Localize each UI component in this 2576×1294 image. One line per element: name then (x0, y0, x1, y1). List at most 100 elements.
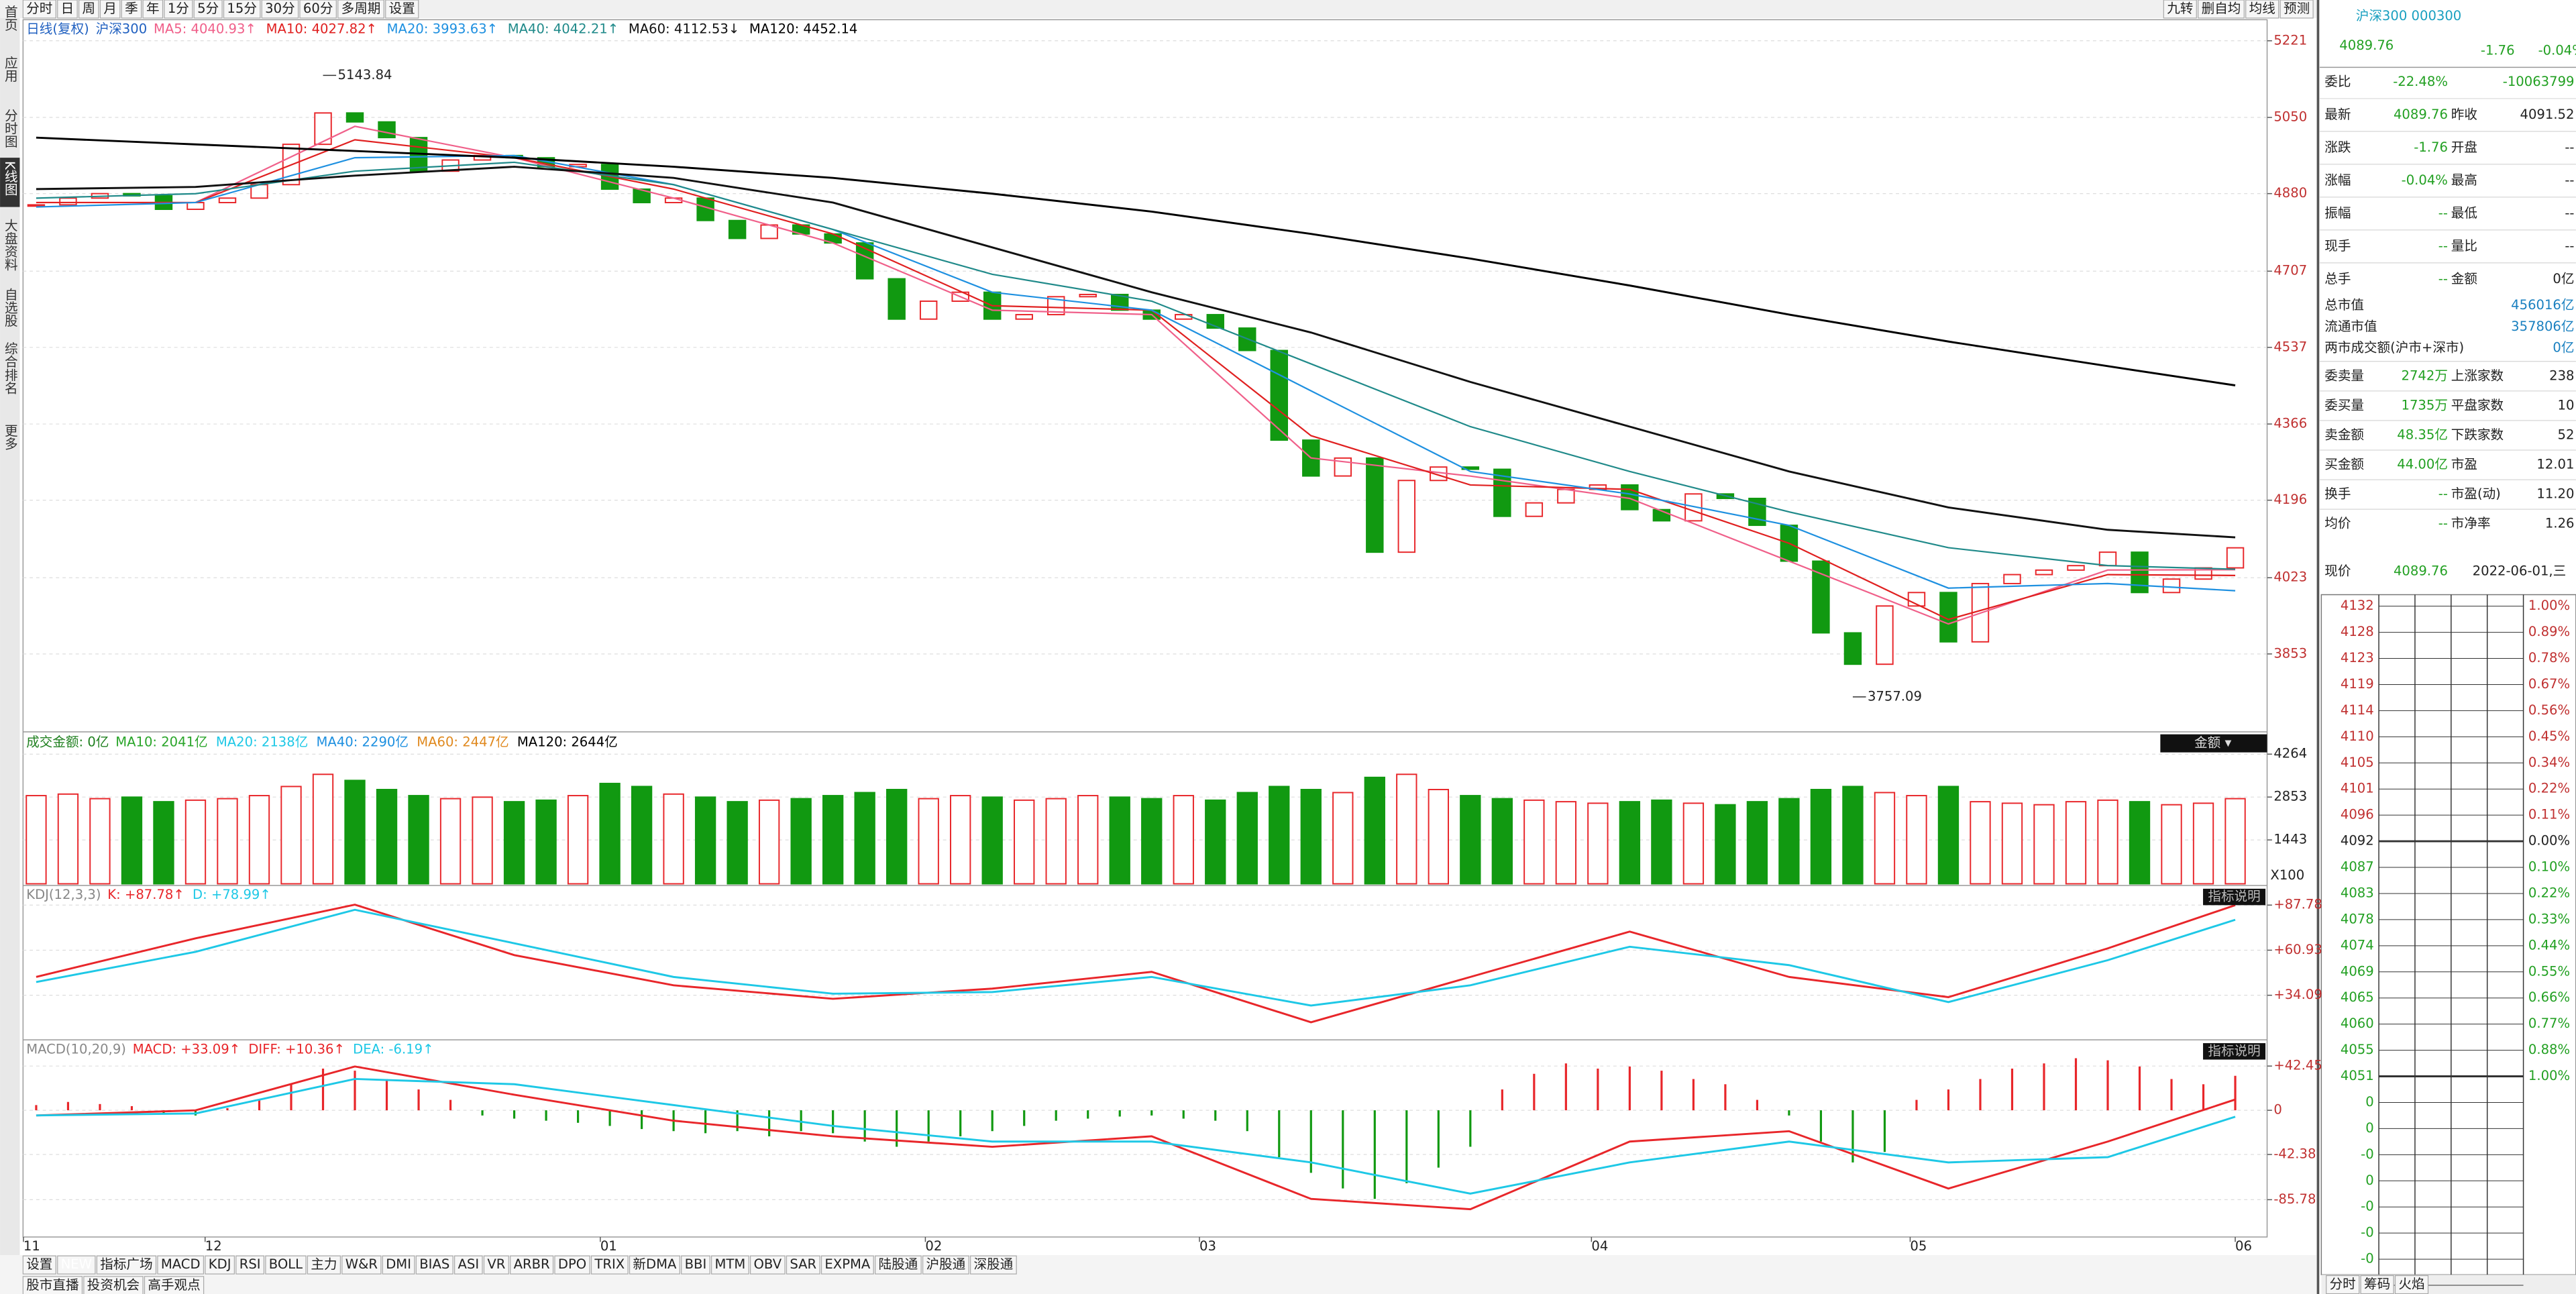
indicator-tab-bg[interactable] (820, 1255, 874, 1275)
toolbar-button-bg[interactable] (99, 0, 121, 19)
indicator-tab-bg[interactable] (710, 1255, 749, 1275)
indicator-tab[interactable]: 深股通 (974, 1256, 1014, 1272)
sidebar-item[interactable]: K线图 (2, 161, 17, 196)
toolbar-button-bg[interactable] (121, 0, 142, 19)
indicator-tab[interactable]: OBV (753, 1256, 782, 1272)
indicator-tab[interactable]: MTM (715, 1256, 746, 1272)
indicator-tab-bg[interactable] (205, 1255, 235, 1275)
sidebar-item[interactable]: 综合排名 (2, 341, 17, 394)
indicator-tab[interactable]: ARBR (514, 1256, 550, 1272)
indicator-tab[interactable]: NEW (61, 1256, 92, 1272)
indicator-tab-bg[interactable] (681, 1255, 710, 1275)
toolbar-button-bg[interactable] (2198, 0, 2245, 19)
indicator-tab[interactable]: VR (487, 1256, 505, 1272)
toolbar-button[interactable]: 季 (125, 1, 138, 16)
indicator-tab[interactable]: RSI (239, 1256, 261, 1272)
indicator-tab-bg[interactable] (382, 1255, 415, 1275)
indicator-button-bg[interactable] (2203, 1043, 2266, 1060)
toolbar-button[interactable]: 均线 (2249, 1, 2275, 16)
indicator-tab-bg[interactable] (629, 1255, 680, 1275)
toolbar-button-bg[interactable] (2163, 0, 2197, 19)
intraday-tab[interactable]: 火焰 (2398, 1277, 2424, 1292)
indicator-button[interactable]: 指标说明 (2208, 889, 2260, 904)
indicator-tab-bg[interactable] (96, 1255, 157, 1275)
indicator-tab-bg[interactable] (265, 1255, 307, 1275)
amount-button[interactable]: 金额 ▾ (2194, 735, 2231, 751)
indicator-tab[interactable]: 主力 (311, 1256, 337, 1272)
toolbar-button[interactable]: 九转 (2167, 1, 2193, 16)
indicator-tab-bg[interactable] (483, 1255, 509, 1275)
indicator-tab[interactable]: EXPMA (824, 1256, 870, 1272)
toolbar-button[interactable]: 1分 (168, 1, 189, 16)
indicator-tab[interactable]: DMI (386, 1256, 411, 1272)
indicator-tab-bg[interactable] (749, 1255, 786, 1275)
toolbar-button-bg[interactable] (261, 0, 299, 19)
toolbar-button-bg[interactable] (385, 0, 419, 19)
indicator-tab[interactable]: KDJ (209, 1256, 231, 1272)
bottom-link-bg[interactable] (83, 1276, 144, 1294)
toolbar-button-bg[interactable] (299, 0, 337, 19)
sidebar-item[interactable]: 应用 (2, 56, 17, 82)
toolbar-button-bg[interactable] (78, 0, 99, 19)
bottom-link[interactable]: 股市直播 (26, 1277, 79, 1293)
intraday-tab[interactable]: 筹码 (2364, 1277, 2390, 1292)
amount-button-bg[interactable] (2160, 734, 2267, 753)
indicator-tab[interactable]: W&R (345, 1256, 378, 1272)
toolbar-button-bg[interactable] (57, 0, 78, 19)
toolbar-button-bg[interactable] (2279, 0, 2314, 19)
intraday-tab[interactable]: 分时 (2330, 1277, 2356, 1292)
indicator-tab[interactable]: MACD (161, 1256, 201, 1272)
indicator-tab[interactable]: 新DMA (633, 1256, 677, 1272)
toolbar-button[interactable]: 删自均 (2202, 1, 2241, 16)
toolbar-button-bg[interactable] (2245, 0, 2279, 19)
indicator-tab-bg[interactable] (970, 1255, 1017, 1275)
intraday-tab-bg[interactable] (2326, 1275, 2360, 1294)
toolbar-button[interactable]: 5分 (197, 1, 219, 16)
indicator-tab-bg[interactable] (786, 1255, 820, 1275)
indicator-tab[interactable]: 沪股通 (926, 1256, 966, 1272)
bottom-link-bg[interactable] (144, 1276, 205, 1294)
indicator-tab[interactable]: 指标广场 (100, 1256, 152, 1272)
bottom-link[interactable]: 高手观点 (148, 1277, 200, 1293)
indicator-button[interactable]: 指标说明 (2208, 1043, 2260, 1059)
indicator-tab-bg[interactable] (235, 1255, 265, 1275)
indicator-tab-bg[interactable] (554, 1255, 590, 1275)
toolbar-button[interactable]: 多周期 (341, 1, 381, 16)
sidebar-item[interactable]: 大盘资料 (2, 219, 17, 271)
indicator-tab-bg[interactable] (590, 1255, 629, 1275)
sidebar-item[interactable]: 更多 (2, 424, 17, 450)
indicator-tab[interactable]: 陆股通 (879, 1256, 918, 1272)
indicator-tab-bg[interactable] (875, 1255, 922, 1275)
sidebar-item[interactable]: 首页 (2, 5, 17, 31)
indicator-tab[interactable]: BOLL (269, 1256, 303, 1272)
toolbar-button-bg[interactable] (223, 0, 261, 19)
indicator-tab-bg[interactable] (341, 1255, 382, 1275)
toolbar-button-bg[interactable] (164, 0, 193, 19)
toolbar-button[interactable]: 30分 (265, 1, 295, 16)
toolbar-button[interactable]: 年 (146, 1, 160, 16)
indicator-tab-bg[interactable] (57, 1255, 96, 1275)
toolbar-button[interactable]: 分时 (26, 1, 52, 16)
toolbar-button[interactable]: 60分 (303, 1, 333, 16)
toolbar-button[interactable]: 15分 (227, 1, 257, 16)
sidebar-item[interactable]: 分时图 (2, 109, 17, 148)
toolbar-button-bg[interactable] (193, 0, 223, 19)
indicator-button-bg[interactable] (2203, 888, 2266, 906)
indicator-tab-bg[interactable] (22, 1255, 56, 1275)
indicator-tab[interactable]: DPO (558, 1256, 586, 1272)
indicator-tab-bg[interactable] (454, 1255, 483, 1275)
indicator-tab[interactable]: SAR (790, 1256, 816, 1272)
toolbar-button-bg[interactable] (22, 0, 56, 19)
toolbar-button[interactable]: 月 (103, 1, 117, 16)
bottom-link[interactable]: 投资机会 (87, 1277, 140, 1293)
toolbar-button[interactable]: 预测 (2284, 1, 2310, 16)
indicator-tab[interactable]: TRIX (594, 1256, 625, 1272)
indicator-tab[interactable]: 设置 (26, 1256, 52, 1272)
indicator-tab-bg[interactable] (510, 1255, 554, 1275)
indicator-tab[interactable]: BBI (685, 1256, 707, 1272)
indicator-tab[interactable]: ASI (458, 1256, 480, 1272)
indicator-tab-bg[interactable] (415, 1255, 453, 1275)
sidebar-item[interactable]: 自选股 (2, 288, 17, 327)
toolbar-button-bg[interactable] (337, 0, 384, 19)
toolbar-button[interactable]: 日 (61, 1, 74, 16)
